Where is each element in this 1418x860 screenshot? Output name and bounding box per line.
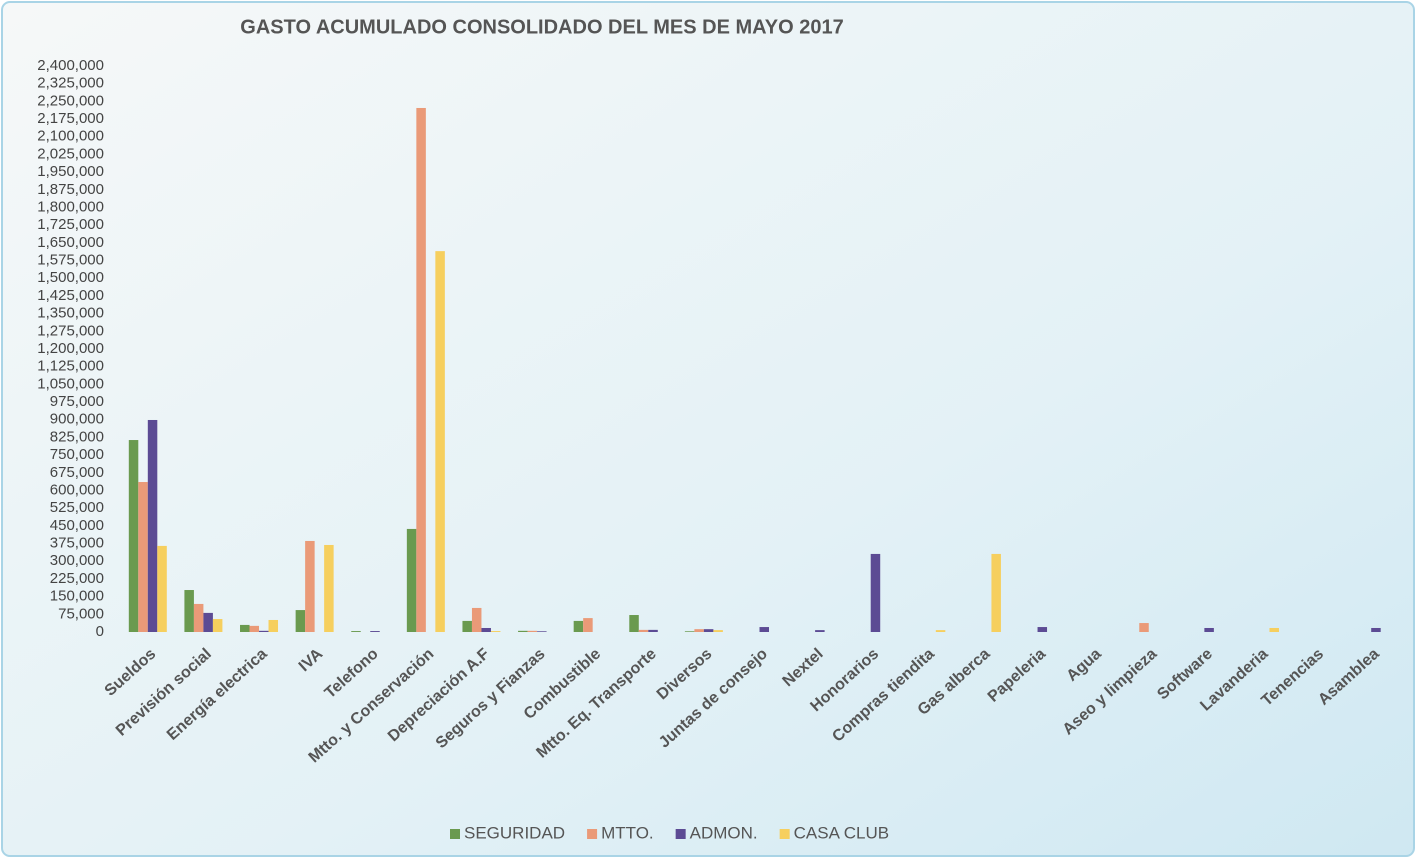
y-tick-label: 1,200,000 <box>37 340 104 357</box>
bar <box>481 627 491 632</box>
y-tick-label: 2,250,000 <box>37 92 104 109</box>
y-tick-label: 75,000 <box>58 605 104 622</box>
bar <box>435 251 445 633</box>
bar <box>240 624 250 632</box>
chart-title: GASTO ACUMULADO CONSOLIDADO DEL MES DE M… <box>240 16 843 38</box>
y-tick-label: 2,325,000 <box>37 75 104 92</box>
bar <box>351 631 361 632</box>
bar <box>305 540 315 632</box>
y-tick-label: 900,000 <box>50 411 104 428</box>
y-tick-label: 750,000 <box>50 446 104 463</box>
legend-swatch <box>450 829 460 839</box>
y-tick-label: 1,950,000 <box>37 163 104 180</box>
y-tick-label: 2,400,000 <box>37 57 104 74</box>
y-tick-label: 450,000 <box>50 517 104 534</box>
bar <box>815 630 825 632</box>
y-tick-label: 225,000 <box>50 570 104 587</box>
bar <box>1204 627 1214 632</box>
y-tick-label: 1,050,000 <box>37 375 104 392</box>
bar <box>184 590 194 632</box>
bar <box>268 619 279 632</box>
y-tick-label: 1,650,000 <box>37 234 104 251</box>
bar <box>583 618 593 632</box>
bar <box>518 630 528 632</box>
y-tick-label: 2,100,000 <box>37 128 104 145</box>
bar <box>694 629 704 632</box>
y-tick-label: 1,875,000 <box>37 181 104 198</box>
y-tick-label: 825,000 <box>50 428 104 445</box>
bar <box>870 553 881 632</box>
y-tick-label: 1,500,000 <box>37 269 104 286</box>
bar <box>259 630 269 632</box>
y-tick-label: 525,000 <box>50 499 104 516</box>
y-tick-label: 0 <box>96 623 104 640</box>
bar <box>537 631 547 632</box>
bar <box>462 620 472 632</box>
legend-swatch <box>587 829 598 839</box>
bar <box>1037 627 1048 632</box>
legend-swatch <box>675 829 686 839</box>
bar <box>1371 627 1381 632</box>
bar <box>324 544 334 632</box>
bar <box>527 630 538 632</box>
bar <box>1269 627 1279 632</box>
y-tick-label: 2,025,000 <box>37 145 104 162</box>
bar <box>471 607 482 632</box>
bar <box>759 627 769 632</box>
y-tick-label: 1,425,000 <box>37 287 104 304</box>
bar <box>157 545 167 632</box>
y-tick-label: 675,000 <box>50 464 104 481</box>
y-tick-label: 1,575,000 <box>37 252 104 269</box>
bar <box>212 619 223 632</box>
legend-label: MTTO. <box>601 823 654 842</box>
y-tick-label: 150,000 <box>50 588 104 605</box>
legend-label: SEGURIDAD <box>464 823 565 842</box>
y-tick-label: 375,000 <box>50 535 104 552</box>
bar <box>295 610 306 632</box>
bar <box>573 620 584 632</box>
bar <box>490 631 501 632</box>
bar <box>703 629 714 632</box>
y-tick-label: 1,275,000 <box>37 322 104 339</box>
bar <box>203 612 213 632</box>
bar <box>138 482 148 632</box>
bar <box>991 553 1001 632</box>
bar <box>935 630 946 632</box>
bar <box>638 629 649 632</box>
bar <box>648 629 658 632</box>
y-tick-label: 1,800,000 <box>37 198 104 215</box>
y-tick-label: 1,125,000 <box>37 358 104 375</box>
y-tick-label: 600,000 <box>50 481 104 498</box>
bar <box>370 631 380 632</box>
bar <box>128 440 139 632</box>
bar <box>249 625 260 632</box>
y-tick-label: 975,000 <box>50 393 104 410</box>
y-tick-label: 1,725,000 <box>37 216 104 233</box>
bar <box>147 419 158 632</box>
bar <box>416 107 426 632</box>
y-tick-label: 1,350,000 <box>37 305 104 322</box>
legend-label: ADMON. <box>690 823 758 842</box>
legend-label: CASA CLUB <box>794 823 889 842</box>
bar <box>713 630 723 632</box>
bar <box>684 631 695 632</box>
legend-swatch <box>779 829 790 839</box>
bar <box>1139 623 1149 632</box>
y-tick-label: 300,000 <box>50 552 104 569</box>
bar <box>406 528 417 632</box>
bar <box>629 615 639 632</box>
y-tick-label: 2,175,000 <box>37 110 104 127</box>
bar <box>193 603 204 632</box>
